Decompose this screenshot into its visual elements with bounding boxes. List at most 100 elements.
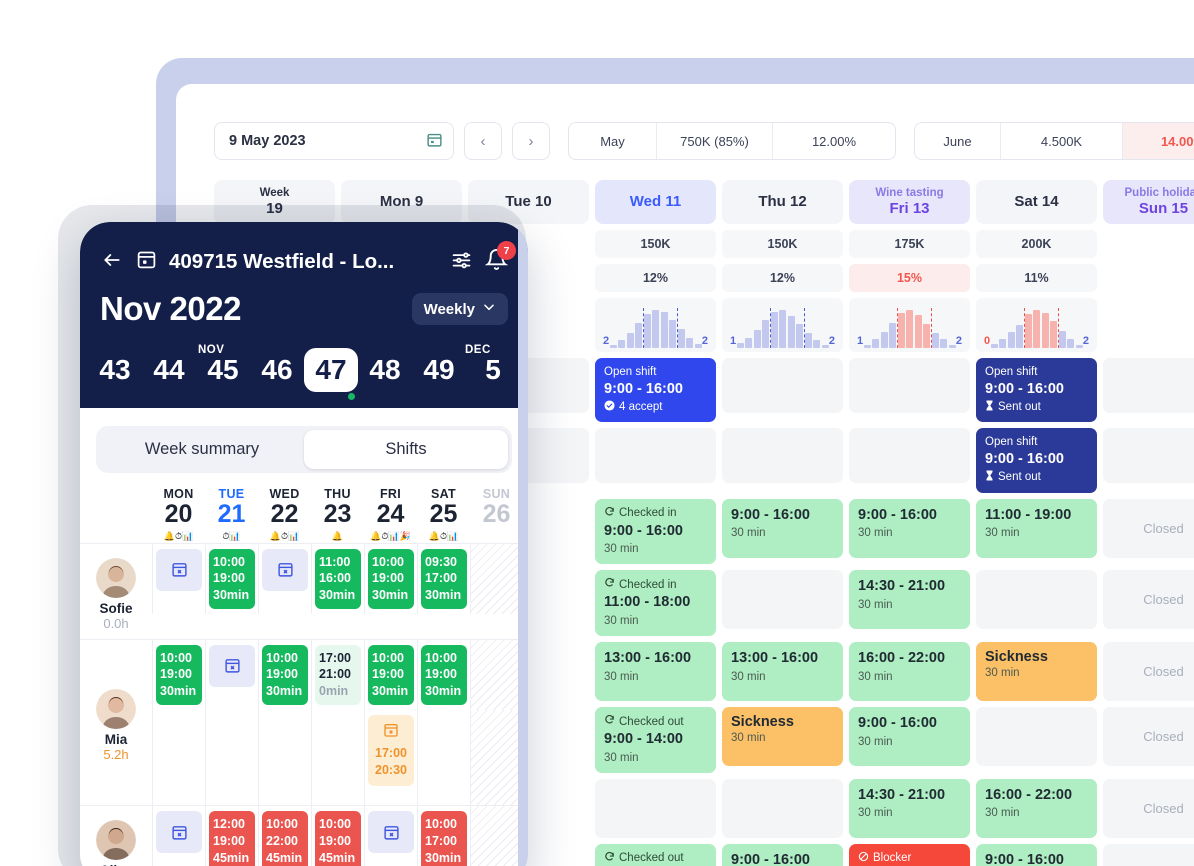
phone-day-header-sun[interactable]: SUN 26 — [470, 487, 523, 543]
calendar-x-icon[interactable] — [368, 811, 414, 854]
prev-week-button[interactable]: ‹ — [464, 122, 502, 160]
phone-cell-0-5[interactable]: 09:30 17:00 30min — [417, 543, 470, 615]
metric-month-may[interactable]: May — [569, 123, 657, 159]
phone-cell-2-1[interactable]: 12:00 19:00 45min — [205, 806, 258, 866]
sliders-icon[interactable] — [450, 249, 473, 275]
shift-4-5[interactable]: 14:30 - 21:00 30 min — [849, 778, 970, 838]
metric-month-june[interactable]: June — [915, 123, 1001, 159]
week-49[interactable]: 49 — [423, 354, 455, 385]
phone-cell-0-3[interactable]: 11:00 16:00 30min — [311, 543, 364, 615]
metric-target-june[interactable]: 4.500K — [1001, 123, 1123, 159]
phone-cell2-1-3[interactable] — [311, 710, 364, 806]
shift-2-6[interactable]: Sickness 30 min — [976, 642, 1097, 702]
phone-cell-1-1[interactable] — [205, 639, 258, 711]
phone-cell-1-2[interactable]: 10:00 19:00 30min — [258, 639, 311, 711]
day-header-2[interactable]: Tue 10 — [468, 180, 589, 224]
phone-shift-2-3[interactable]: 10:00 19:00 45min — [315, 811, 361, 866]
phone-cell2-1-5[interactable] — [417, 710, 470, 806]
calendar-x-icon[interactable] — [156, 811, 202, 854]
day-header-7[interactable]: Public holidaySun 15 — [1103, 180, 1194, 224]
metric-target-may[interactable]: 750K (85%) — [657, 123, 773, 159]
phone-cell-0-4[interactable]: 10:00 19:00 30min — [364, 543, 417, 615]
date-picker[interactable]: 9 May 2023 — [214, 122, 454, 160]
metric-percent-may[interactable]: 12.00% — [811, 133, 857, 149]
week-44[interactable]: 44 — [153, 354, 185, 385]
phone-cell2-1-0[interactable] — [152, 710, 205, 806]
shift-3-5[interactable]: 9:00 - 16:00 30 min — [849, 707, 970, 767]
week-48[interactable]: 48 — [369, 354, 401, 385]
day-header-5[interactable]: Wine tasting Fri 13 — [849, 180, 970, 224]
shift-1-5[interactable]: 14:30 - 21:00 30 min — [849, 570, 970, 630]
notifications-button[interactable]: 7 — [484, 241, 516, 276]
shift-1-6[interactable] — [976, 570, 1097, 630]
empty-cell-0-4[interactable] — [722, 358, 843, 413]
phone-shift-0-1[interactable]: 10:00 19:00 30min — [209, 548, 255, 610]
phone-cell-0-1[interactable]: 10:00 19:00 30min — [205, 543, 258, 615]
phone-cell-0-0[interactable] — [152, 543, 205, 615]
open-shift-1-6[interactable]: Open shift 9:00 - 16:00 Sent out — [976, 428, 1097, 493]
empty-cell-1-4[interactable] — [722, 428, 843, 484]
day-header-0[interactable]: Week 19 — [214, 180, 335, 224]
next-week-button[interactable]: › — [512, 122, 550, 160]
phone-cell-1-3[interactable]: 17:00 21:00 0min — [311, 639, 364, 711]
shift-0-6[interactable]: 11:00 - 19:00 30 min — [976, 498, 1097, 558]
phone-shift-0-4[interactable]: 10:00 19:00 30min — [368, 548, 414, 610]
shift-1-4[interactable] — [722, 570, 843, 630]
metric-percent-june[interactable]: 14.00% — [1123, 123, 1194, 159]
week-5[interactable]: 5 — [485, 354, 501, 385]
day-header-1[interactable]: Mon 9 — [341, 180, 462, 224]
phone-shift-1-0[interactable]: 10:00 19:00 30min — [156, 644, 202, 706]
phone-cell2-1-1[interactable] — [205, 710, 258, 806]
shift-0-3[interactable]: Checked in 9:00 - 16:00 30 min — [595, 498, 716, 565]
phone-cell-0-6[interactable] — [470, 543, 523, 615]
phone-shift-0-5[interactable]: 09:30 17:00 30min — [421, 548, 467, 610]
phone-cell2-1-6[interactable] — [470, 710, 523, 806]
empty-cell-1-5[interactable] — [849, 428, 970, 484]
phone-shift-0-3[interactable]: 11:00 16:00 30min — [315, 548, 361, 610]
shift-4-3[interactable] — [595, 778, 716, 838]
phone-shift-1-5[interactable]: 10:00 19:00 30min — [421, 644, 467, 706]
week-47[interactable]: 47 — [304, 348, 358, 392]
arrow-left-icon[interactable] — [100, 250, 124, 275]
phone-cell-2-0[interactable] — [152, 806, 205, 866]
phone-cell2-1-2[interactable] — [258, 710, 311, 806]
day-header-3[interactable]: Wed 11 — [595, 180, 716, 224]
phone-day-header-sat[interactable]: SAT 25 🔔⏱📊 — [417, 487, 470, 543]
phone-cell-0-2[interactable] — [258, 543, 311, 615]
shift-3-3[interactable]: Checked out 9:00 - 14:00 30 min — [595, 707, 716, 773]
tab-shifts[interactable]: Shifts — [304, 430, 508, 469]
tab-week-summary[interactable]: Week summary — [144, 440, 260, 458]
shift-1-3[interactable]: Checked in 11:00 - 18:00 30 min — [595, 570, 716, 637]
phone-day-header-wed[interactable]: WED 22 🔔⏱📊 — [258, 487, 311, 543]
phone-cell-2-4[interactable] — [364, 806, 417, 866]
phone-cell-2-6[interactable] — [470, 806, 523, 866]
employee-alice[interactable]: Alice0.0h — [80, 806, 152, 866]
phone-shift-2-5[interactable]: 10:00 17:00 30min — [421, 811, 467, 866]
phone-shift-1-2[interactable]: 10:00 19:00 30min — [262, 644, 308, 706]
calendar-x-icon[interactable] — [262, 548, 308, 591]
phone-shift-2-2[interactable]: 10:00 22:00 45min — [262, 811, 308, 866]
phone-shift2-1-4[interactable]: 17:00 20:30 — [368, 715, 414, 786]
phone-day-header-tue[interactable]: TUE 21 ⏱📊 — [205, 487, 258, 543]
phone-day-header-fri[interactable]: FRI 24 🔔⏱📊🎉 — [364, 487, 417, 543]
day-header-6[interactable]: Sat 14 — [976, 180, 1097, 224]
shift-4-4[interactable] — [722, 778, 843, 838]
open-shift-0-3[interactable]: Open shift 9:00 - 16:00 4 accept — [595, 358, 716, 423]
employee-sofie[interactable]: Sofie 0.0h — [80, 544, 152, 639]
empty-cell-0-5[interactable] — [849, 358, 970, 413]
phone-shift-1-4[interactable]: 10:00 19:00 30min — [368, 644, 414, 706]
shift-2-5[interactable]: 16:00 - 22:00 30 min — [849, 642, 970, 702]
phone-shift-1-3[interactable]: 17:00 21:00 0min — [315, 644, 361, 706]
week-45[interactable]: 45 — [207, 354, 239, 385]
empty-cell-1-3[interactable] — [595, 428, 716, 484]
shift-4-6[interactable]: 16:00 - 22:00 30 min — [976, 778, 1097, 838]
shift-3-4[interactable]: Sickness 30 min — [722, 707, 843, 767]
phone-cell2-1-4[interactable]: 17:00 20:30 — [364, 710, 417, 806]
phone-cell-2-5[interactable]: 10:00 17:00 30min — [417, 806, 470, 866]
phone-cell-2-2[interactable]: 10:00 22:00 45min — [258, 806, 311, 866]
shift-0-5[interactable]: 9:00 - 16:00 30 min — [849, 498, 970, 558]
week-strip[interactable]: 43 44 45 46 47 48 49 5 — [80, 346, 528, 400]
week-46[interactable]: 46 — [261, 354, 293, 385]
phone-shift-2-1[interactable]: 12:00 19:00 45min — [209, 811, 255, 866]
